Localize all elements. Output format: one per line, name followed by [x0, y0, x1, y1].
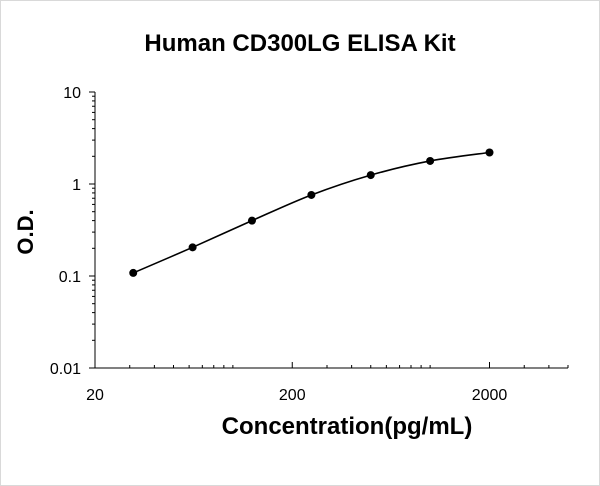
data-point — [247, 216, 256, 225]
chart-title: Human CD300LG ELISA Kit — [144, 30, 456, 57]
y-tick-label: 1 — [72, 177, 81, 194]
y-tick-label: 10 — [63, 85, 81, 102]
x-tick-label: 2000 — [472, 387, 508, 404]
data-point — [188, 243, 197, 252]
data-point — [426, 156, 435, 165]
data-point — [485, 148, 494, 157]
x-tick-label: 200 — [279, 387, 306, 404]
series-line — [132, 151, 490, 274]
data-point — [307, 190, 316, 199]
y-tick-label: 0.01 — [50, 361, 81, 378]
data-point — [366, 171, 375, 180]
y-tick-label: 0.1 — [59, 269, 81, 286]
x-axis-label: Concentration(pg/mL) — [221, 413, 473, 440]
data-point — [129, 268, 138, 277]
x-tick-label: 20 — [86, 387, 104, 404]
